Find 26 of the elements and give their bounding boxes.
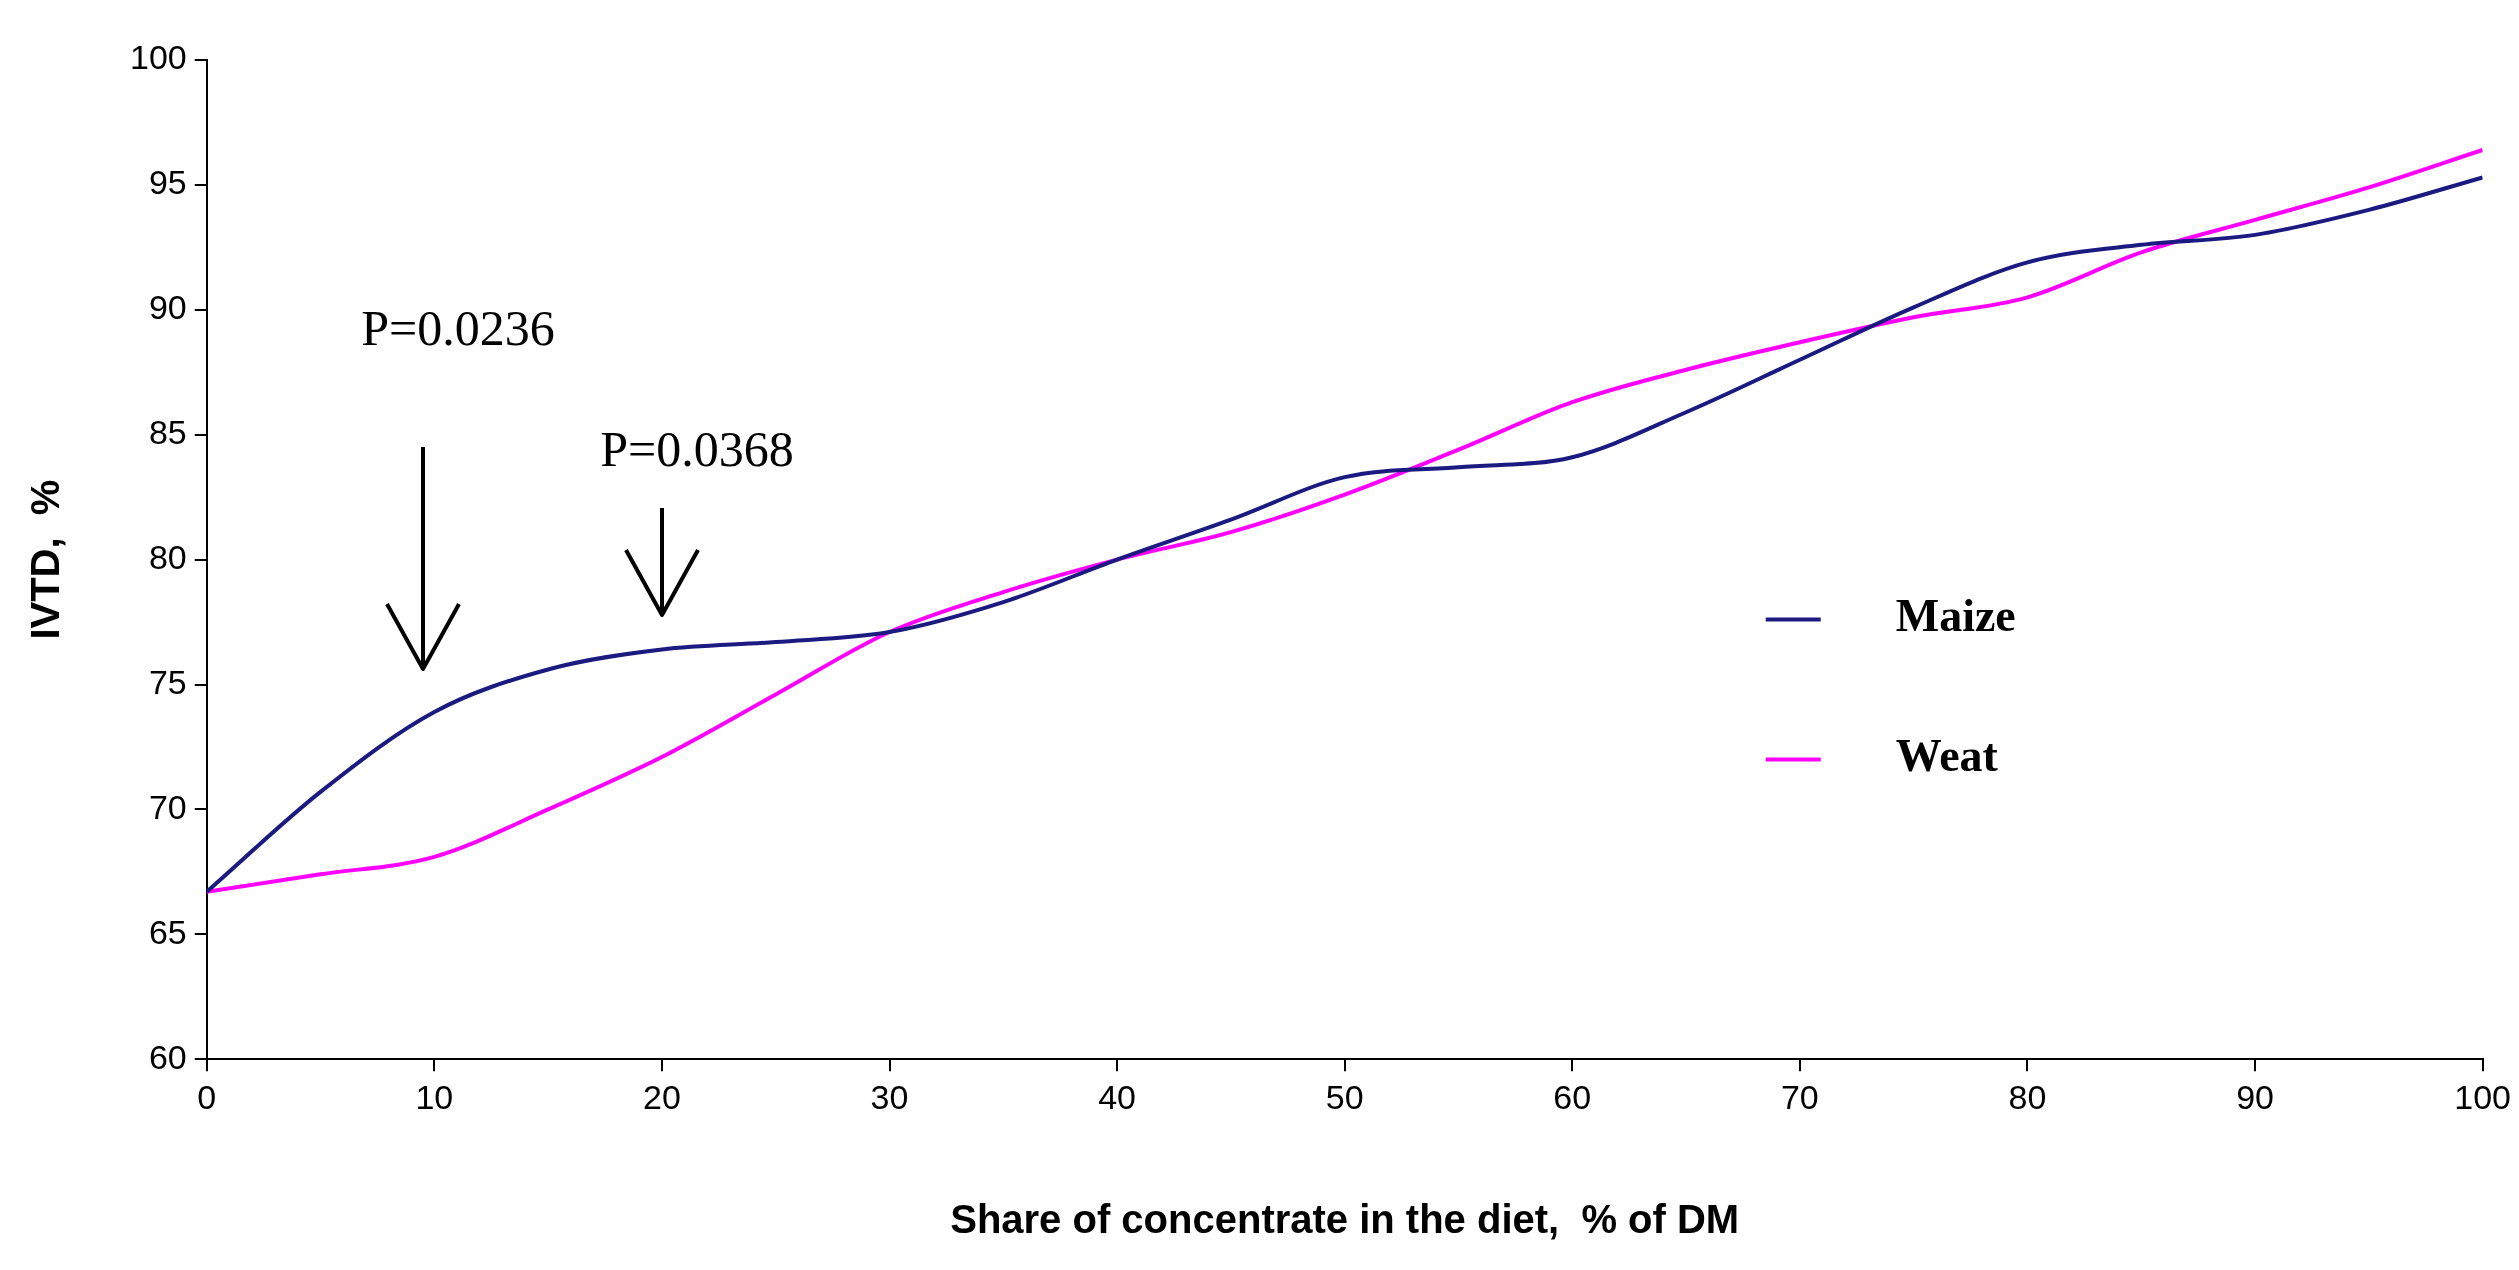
y-tick-label: 75 — [148, 662, 187, 701]
x-tick-label: 50 — [1325, 1077, 1364, 1116]
x-tick-label: 80 — [2008, 1077, 2047, 1116]
x-tick-label: 70 — [1780, 1077, 1819, 1116]
y-tick-label: 60 — [148, 1037, 187, 1076]
annotation: P=0.0368 — [600, 420, 794, 477]
x-tick-label: 90 — [2236, 1077, 2274, 1116]
x-tick-label: 0 — [197, 1077, 217, 1116]
legend-label: Maize — [1895, 590, 2016, 642]
y-tick-label: 70 — [148, 787, 187, 826]
y-tick-label: 80 — [148, 537, 187, 576]
y-tick-label: 85 — [148, 413, 187, 452]
y-tick-label: 95 — [148, 163, 187, 202]
x-tick-label: 40 — [1098, 1077, 1137, 1116]
x-tick-label: 20 — [643, 1077, 681, 1116]
x-tick-label: 10 — [415, 1077, 454, 1116]
y-axis-title: IVTD, % — [23, 479, 68, 640]
x-axis-title: Share of concentrate in the diet, % of DM — [950, 1197, 1740, 1242]
y-tick-label: 90 — [148, 288, 187, 327]
x-tick-label: 100 — [2454, 1077, 2511, 1116]
annotation: P=0.0236 — [361, 299, 555, 356]
y-tick-label: 100 — [129, 38, 187, 77]
x-tick-label: 30 — [870, 1077, 909, 1116]
legend-label: Weat — [1895, 730, 1999, 782]
x-tick-label: 60 — [1553, 1077, 1592, 1116]
y-tick-label: 65 — [148, 912, 187, 951]
